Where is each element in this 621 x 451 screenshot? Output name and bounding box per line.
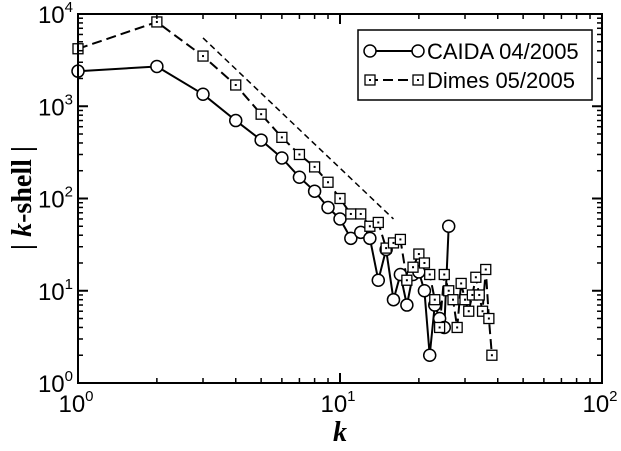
point-1-35: [480, 263, 492, 276]
y-axis-title: | k-shell |: [7, 146, 38, 250]
point-1-8: [322, 176, 334, 188]
point-1-20: [418, 257, 431, 269]
point-1-2: [197, 50, 209, 62]
legend-box: [357, 29, 593, 101]
point-0-9: [333, 212, 347, 226]
point-1-17: [401, 274, 413, 286]
point-1-24: [438, 268, 450, 281]
point-0-5: [275, 151, 289, 165]
axis-ticks: [77, 13, 603, 384]
point-1-9: [334, 192, 346, 205]
point-1-13: [372, 216, 384, 229]
y-tick-label-1: 101: [38, 276, 73, 306]
point-0-4: [254, 133, 268, 147]
point-1-28: [455, 277, 467, 290]
point-0-13: [371, 273, 386, 287]
point-0-1: [150, 59, 164, 74]
point-0-12: [363, 231, 377, 246]
point-0-2: [196, 87, 210, 101]
legend-marker-caida-right: [411, 44, 425, 58]
point-1-30: [463, 305, 475, 317]
legend-entry-dimes: Dimes 05/2005: [364, 68, 575, 93]
reference-line: [202, 37, 394, 220]
point-1-33: [473, 289, 485, 301]
legend-label-dimes: Dimes 05/2005: [427, 68, 575, 93]
series-line-1: [77, 21, 493, 356]
legend-label-caida: CAIDA 04/2005: [427, 39, 579, 64]
point-1-6: [293, 148, 306, 161]
legend-marker-caida-left: [363, 44, 377, 58]
point-1-5: [276, 131, 288, 144]
point-1-4: [255, 108, 267, 120]
y-axis-title-suffix: -shell |: [7, 146, 38, 223]
point-0-3: [228, 113, 243, 128]
legend-marker-dimes-right: [412, 74, 424, 86]
point-0-8: [321, 200, 335, 215]
point-1-32: [470, 271, 482, 283]
y-tick-label-4: 104: [38, 0, 73, 29]
legend-entry-caida: CAIDA 04/2005: [363, 39, 579, 64]
point-1-16: [394, 233, 407, 246]
x-axis-title: k: [333, 417, 347, 448]
point-0-25: [441, 219, 456, 234]
point-0-15: [386, 292, 401, 307]
point-1-27: [451, 321, 463, 334]
point-0-6: [292, 170, 307, 184]
x-tick-label-1: 101: [320, 388, 355, 418]
point-0-21: [422, 348, 437, 362]
series-markers: [71, 16, 498, 362]
point-1-11: [355, 208, 367, 220]
y-tick-label-2: 102: [38, 184, 73, 214]
point-0-10: [344, 231, 358, 246]
point-1-18: [407, 261, 419, 273]
point-1-3: [230, 79, 242, 91]
point-1-23: [433, 321, 446, 334]
y-axis-title-k: k: [7, 223, 38, 237]
x-tick-label-2: 102: [582, 388, 617, 418]
point-0-11: [353, 225, 368, 240]
legend: CAIDA 04/2005 Dimes 05/2005: [357, 29, 593, 101]
y-tick-label-3: 103: [38, 91, 73, 121]
point-0-20: [417, 284, 432, 298]
point-1-37: [486, 349, 498, 361]
point-0-7: [307, 184, 322, 198]
point-1-7: [308, 161, 321, 173]
y-tick-label-0: 100: [38, 368, 73, 398]
point-1-26: [447, 294, 459, 306]
point-1-10: [345, 208, 357, 220]
point-1-21: [424, 268, 436, 281]
legend-marker-dimes-left: [364, 74, 376, 86]
y-axis-title-prefix: |: [7, 237, 38, 250]
axis-tick-labels: 100 101 102 100 101 102 103 104: [38, 0, 618, 418]
point-1-36: [483, 312, 495, 325]
point-1-34: [476, 305, 489, 317]
point-1-22: [429, 294, 441, 306]
x-tick-label-0: 100: [58, 388, 93, 418]
point-0-17: [400, 298, 414, 312]
